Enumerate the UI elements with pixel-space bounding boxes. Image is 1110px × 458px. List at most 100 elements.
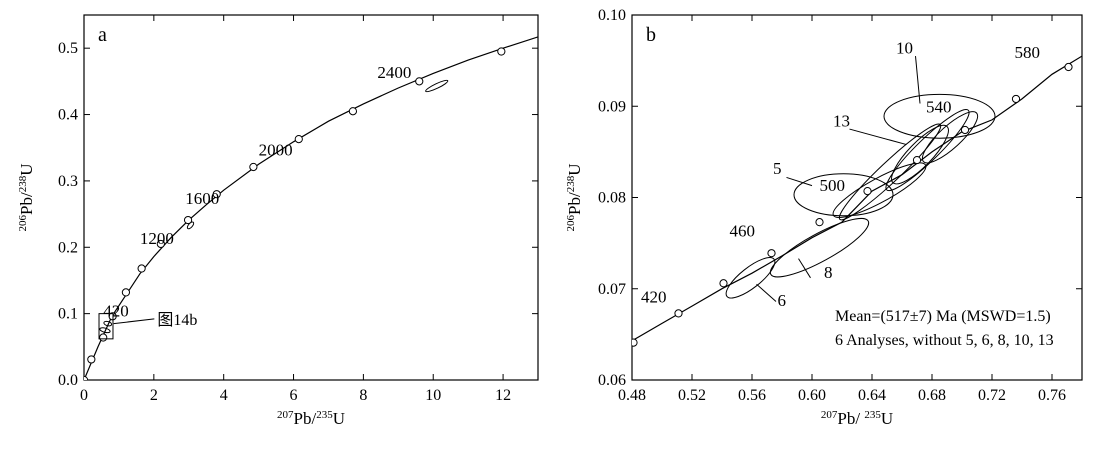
label-sup2: 238 — [565, 175, 577, 192]
plot-area — [632, 55, 1082, 347]
point-label: 6 — [778, 291, 787, 310]
age-marker — [1064, 62, 1073, 72]
y-tick-label: 0.1 — [58, 306, 78, 323]
age-marker — [767, 249, 776, 258]
x-tick-label: 4 — [220, 387, 228, 404]
error-ellipse — [103, 320, 113, 327]
concordia-curve — [632, 55, 1082, 342]
y-tick-label: 0.09 — [598, 98, 626, 115]
label-sup: 206 — [565, 214, 577, 231]
panel-b: 0.48 0.52 0.56 0.60 0.64 0.68 0.72 0.76 0.06 0.07… — [565, 7, 1083, 428]
age-marker — [415, 77, 424, 86]
plot-frame — [631, 14, 1083, 381]
label-main2: U — [881, 409, 893, 428]
age-marker — [1011, 94, 1021, 104]
age-label: 460 — [730, 222, 756, 241]
leader-line — [756, 283, 777, 302]
inset-box — [98, 313, 114, 340]
x-tick-label: 0.76 — [1038, 387, 1066, 404]
mean-annotation-line: 6 Analyses, without 5, 6, 8, 10, 13 — [835, 332, 1054, 349]
age-label: 1200 — [140, 229, 174, 248]
x-tick-label: 0.60 — [798, 387, 826, 404]
age-label: 1600 — [185, 189, 219, 208]
label-sup: 206 — [17, 214, 29, 231]
annotation-text: 图14b — [157, 312, 197, 329]
leader-line — [786, 176, 813, 187]
age-marker — [294, 135, 303, 144]
x-axis-label: 207Pb/235U — [277, 409, 345, 428]
label-sup2: 238 — [17, 175, 29, 192]
error-ellipse — [921, 111, 979, 164]
leader-line — [915, 56, 921, 104]
point-label: 5 — [773, 159, 782, 178]
point-label: 10 — [896, 38, 913, 57]
age-marker — [719, 279, 728, 288]
panel-label: a — [98, 24, 107, 46]
age-label: 500 — [820, 176, 846, 195]
x-tick-label: 0.68 — [918, 387, 946, 404]
error-ellipse — [769, 217, 870, 278]
x-tick-label: 6 — [290, 387, 298, 404]
age-marker — [815, 218, 824, 227]
age-marker — [632, 338, 638, 347]
x-tick-label: 0.56 — [738, 387, 766, 404]
y-tick-label: 0.08 — [598, 190, 626, 207]
age-marker — [863, 187, 872, 196]
y-tick-label: 0.06 — [598, 372, 626, 389]
x-tick-label: 0 — [80, 387, 88, 404]
x-tick-label: 0.52 — [678, 387, 706, 404]
age-label: 420 — [641, 287, 667, 306]
y-axis-label: 206Pb/238U — [17, 164, 36, 232]
y-tick-label: 0.2 — [58, 239, 78, 256]
label-sup2: 235 — [864, 409, 881, 421]
label-main2: U — [565, 164, 584, 176]
age-label: 2000 — [259, 141, 293, 160]
age-label: 580 — [1015, 43, 1041, 62]
label-sup: 207 — [277, 409, 294, 421]
leader-line — [798, 258, 811, 279]
y-tick-label: 0.0 — [58, 372, 78, 389]
y-tick-label: 0.10 — [598, 7, 626, 24]
age-marker — [960, 125, 970, 135]
age-label: 2400 — [377, 63, 411, 82]
x-tick-label: 0.64 — [858, 387, 886, 404]
label-main: Pb/ — [17, 192, 36, 215]
error-ellipse — [793, 173, 894, 217]
age-label: 540 — [926, 98, 952, 117]
mean-annotation-line: Mean=(517±7) Ma (MSWD=1.5) — [835, 308, 1051, 325]
x-tick-label: 0.72 — [978, 387, 1006, 404]
x-tick-label: 8 — [359, 387, 367, 404]
label-main: Pb/ — [565, 192, 584, 215]
age-marker — [497, 47, 506, 56]
point-label: 8 — [824, 263, 833, 282]
x-tick-label: 0.48 — [618, 387, 646, 404]
age-marker — [121, 288, 131, 297]
label-main2: U — [17, 164, 36, 176]
error-ellipse — [883, 93, 996, 139]
label-sup: 207 — [821, 409, 838, 421]
leader-line — [849, 128, 907, 146]
x-tick-label: 12 — [495, 387, 511, 404]
age-marker — [99, 333, 108, 342]
error-ellipse — [885, 109, 970, 192]
y-axis-label: 206Pb/238U — [565, 164, 584, 232]
panel-a: 0 2 4 6 8 10 120.00.10.20.30.40.5207Pb/235U206… — [17, 14, 539, 428]
x-tick-label: 10 — [425, 387, 441, 404]
x-axis-label: 207Pb/ 235U — [821, 409, 893, 428]
plot-area — [84, 36, 538, 380]
label-main2: U — [333, 409, 345, 428]
age-marker — [912, 155, 922, 165]
age-marker — [183, 215, 193, 225]
panel-label: b — [646, 24, 656, 46]
y-tick-label: 0.3 — [58, 173, 78, 190]
point-label: 13 — [833, 111, 850, 130]
age-marker — [84, 375, 89, 380]
error-ellipse — [725, 257, 776, 299]
age-marker — [674, 309, 683, 318]
age-label: 420 — [103, 301, 129, 320]
age-marker — [249, 162, 258, 172]
x-tick-label: 2 — [150, 387, 158, 404]
concordia-curve — [84, 36, 538, 380]
y-tick-label: 0.5 — [58, 40, 78, 57]
